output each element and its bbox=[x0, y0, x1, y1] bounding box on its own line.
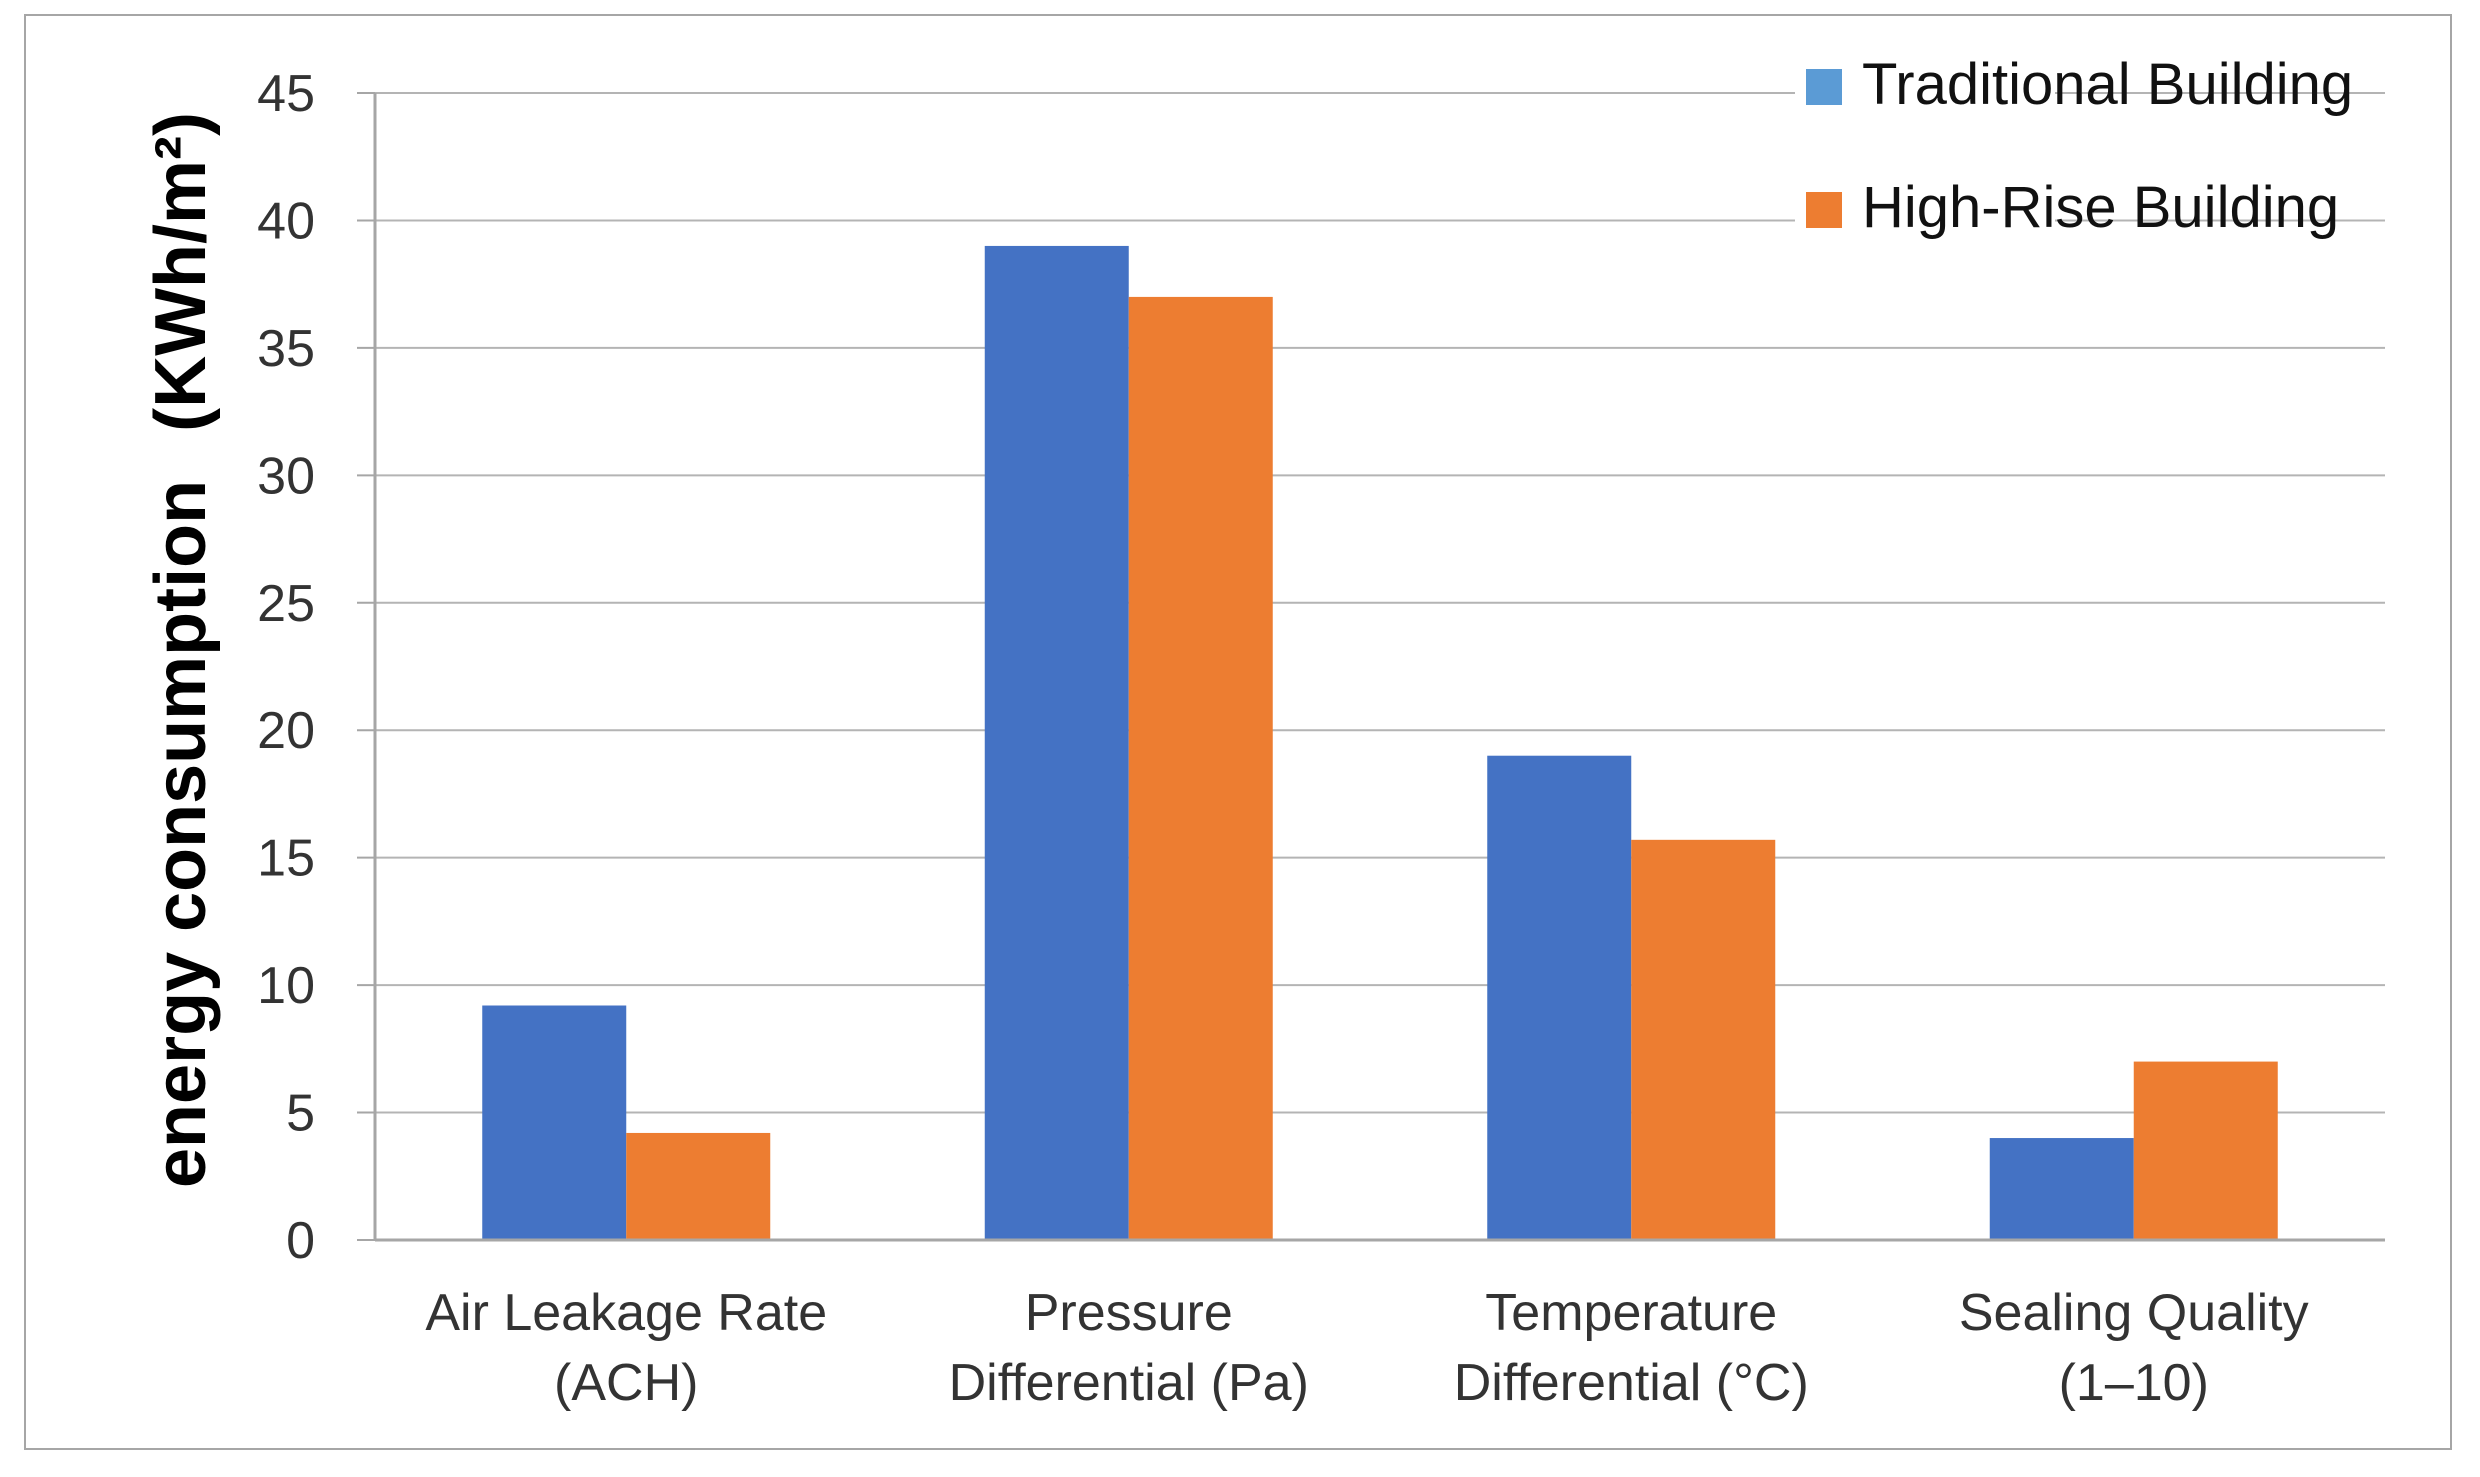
y-axis-label-unit: (KWh/m²) bbox=[141, 112, 221, 432]
y-tick-label: 0 bbox=[286, 1212, 315, 1270]
x-category-label: (ACH) bbox=[554, 1354, 698, 1412]
bar-traditional-1 bbox=[482, 1005, 627, 1240]
y-tick-label: 25 bbox=[257, 575, 315, 633]
gridlines bbox=[375, 92, 2385, 1114]
x-category-label: Differential (Pa) bbox=[949, 1354, 1309, 1412]
x-category-label: Temperature bbox=[1485, 1284, 1777, 1342]
x-category-label: Differential (°C) bbox=[1454, 1354, 1809, 1412]
x-category-label: Pressure bbox=[1025, 1284, 1233, 1342]
bar-high-rise-2 bbox=[1128, 296, 1273, 1240]
legend-label: Traditional Building bbox=[1862, 52, 2353, 117]
y-tick-label: 30 bbox=[257, 447, 315, 505]
y-tick-label: 20 bbox=[257, 702, 315, 760]
bar-traditional-2 bbox=[984, 245, 1129, 1240]
y-tick-label: 40 bbox=[257, 192, 315, 250]
y-axis-label-text: energy consumption bbox=[141, 480, 221, 1188]
y-axis-label: energy consumption (KWh/m²) bbox=[141, 112, 221, 1188]
bar-high-rise-3 bbox=[1631, 839, 1776, 1240]
legend-label: High-Rise Building bbox=[1862, 175, 2339, 240]
bar-traditional-4 bbox=[1989, 1138, 2134, 1240]
bar-traditional-3 bbox=[1487, 755, 1632, 1240]
bar-high-rise-1 bbox=[626, 1132, 771, 1240]
y-tick-label: 15 bbox=[257, 830, 315, 888]
y-axis-ticks: 0 5 10 15 20 25 30 35 40 45 bbox=[257, 65, 375, 1270]
x-category-label: Air Leakage Rate bbox=[425, 1284, 827, 1342]
y-tick-label: 5 bbox=[286, 1085, 315, 1143]
legend-swatch bbox=[1806, 192, 1842, 228]
x-category-label: (1–10) bbox=[2059, 1354, 2209, 1412]
legend-swatch bbox=[1806, 69, 1842, 105]
x-category-label: Sealing Quality bbox=[1959, 1284, 2309, 1342]
bar-high-rise-4 bbox=[2133, 1061, 2278, 1240]
y-tick-label: 45 bbox=[257, 65, 315, 123]
y-tick-label: 35 bbox=[257, 320, 315, 378]
y-tick-label: 10 bbox=[257, 957, 315, 1015]
legend: Traditional Building High-Rise Building bbox=[1795, 52, 2353, 240]
x-axis-categories: Air Leakage Rate (ACH) Pressure Differentia… bbox=[425, 1284, 2308, 1412]
bars bbox=[482, 245, 2278, 1240]
